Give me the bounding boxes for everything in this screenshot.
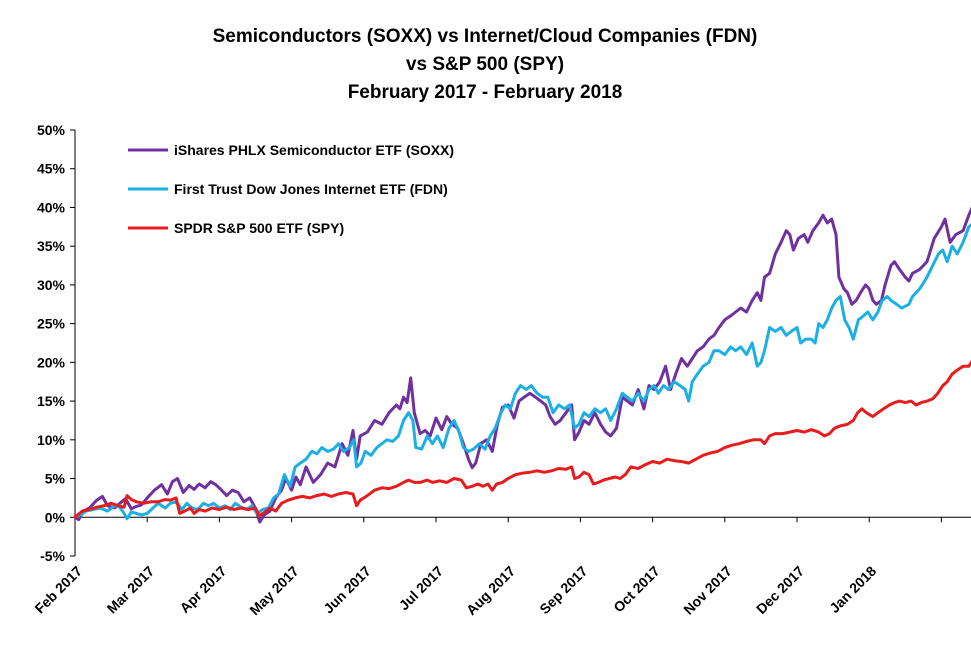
chart-subtitle: February 2017 - February 2018 (348, 82, 623, 103)
y-tick-label: 0% (45, 509, 66, 525)
y-tick-label: -5% (40, 548, 65, 564)
x-tick-label: Mar 2017 (104, 563, 158, 617)
x-tick-label: Jan 2018 (826, 563, 879, 616)
x-tick-label: Apr 2017 (176, 563, 229, 616)
series-line-0 (73, 206, 971, 524)
x-tick-label: Aug 2017 (463, 563, 518, 618)
y-tick-label: 10% (37, 432, 66, 448)
x-tick-label: Sep 2017 (536, 563, 590, 617)
y-tick-label: 15% (37, 393, 66, 409)
y-tick-label: 50% (37, 122, 66, 138)
legend: iShares PHLX Semiconductor ETF (SOXX) Fir… (128, 142, 454, 236)
x-tick-label: May 2017 (246, 563, 301, 618)
x-tick-label: Dec 2017 (753, 563, 807, 617)
axes: -5% 0% 5% 10% 15% 20% 25% 30% 35% 40% 45% 50% Feb 20… (31, 122, 971, 618)
x-tick-label: Nov 2017 (680, 563, 735, 618)
y-tick-label: 45% (37, 161, 66, 177)
legend-label-2: SPDR S&P 500 ETF (SPY) (174, 220, 344, 236)
x-tick-label: Jul 2017 (396, 563, 447, 614)
y-tick-label: 35% (37, 238, 66, 254)
y-tick-label: 40% (37, 199, 66, 215)
series-group (73, 206, 971, 524)
y-tick-label: 30% (37, 277, 66, 293)
x-tick-label: Oct 2017 (610, 563, 663, 616)
chart-title-line2: vs S&P 500 (SPY) (406, 54, 564, 75)
legend-label-1: First Trust Dow Jones Internet ETF (FDN) (174, 181, 448, 197)
y-tick-label: 25% (37, 316, 66, 332)
series-line-2 (73, 360, 971, 519)
y-tick-label: 20% (37, 354, 66, 370)
chart-title: Semiconductors (SOXX) vs Internet/Cloud … (213, 26, 758, 47)
x-tick-label: Jun 2017 (320, 563, 374, 617)
y-tick-label: 5% (45, 471, 66, 487)
x-tick-label: Feb 2017 (31, 563, 85, 617)
legend-label-0: iShares PHLX Semiconductor ETF (SOXX) (174, 142, 454, 158)
